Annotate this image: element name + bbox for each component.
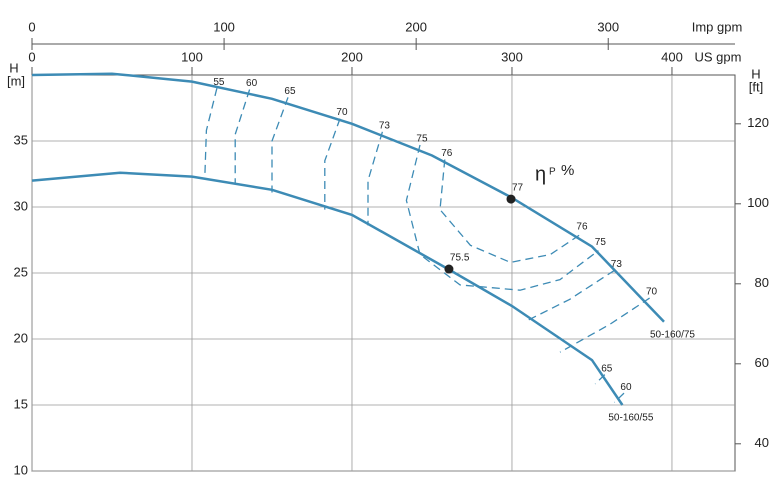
x2-tick-label: 200 xyxy=(405,19,427,34)
x-tick-label: 200 xyxy=(341,49,363,64)
efficiency-contour xyxy=(271,97,289,193)
contour-label: 55 xyxy=(213,77,225,88)
x2-axis-label: Imp gpm xyxy=(692,19,743,34)
y2-tick-label: 100 xyxy=(747,195,769,210)
contour-label: 76 xyxy=(441,148,453,159)
x-tick-label: 100 xyxy=(181,49,203,64)
contour-label: 70 xyxy=(646,287,658,298)
efficiency-contour xyxy=(324,118,341,210)
x-tick-label: 300 xyxy=(501,49,523,64)
curve-label: 50-160/75 xyxy=(650,329,695,340)
y-axis-label: H xyxy=(9,60,18,75)
y-axis-unit: [m] xyxy=(7,73,25,88)
efficiency-contour xyxy=(234,89,251,184)
x2-tick-label: 0 xyxy=(28,19,35,34)
y2-tick-label: 80 xyxy=(755,275,769,290)
contour-label: 76 xyxy=(576,221,588,232)
efficiency-symbol: η xyxy=(535,163,546,185)
y-tick-label: 25 xyxy=(14,264,28,279)
y-tick-label: 35 xyxy=(14,132,28,147)
x-tick-label: 0 xyxy=(28,49,35,64)
contour-label: 60 xyxy=(620,382,632,393)
x2-tick-label: 100 xyxy=(213,19,235,34)
y-tick-label: 20 xyxy=(14,330,28,345)
y2-axis-label: H xyxy=(751,66,760,81)
efficiency-contour xyxy=(405,144,599,291)
contour-label: 73 xyxy=(379,120,391,131)
curve-label: 50-160/55 xyxy=(608,413,653,424)
efficiency-contour xyxy=(204,88,218,179)
y2-tick-label: 120 xyxy=(747,115,769,130)
y-tick-label: 15 xyxy=(14,396,28,411)
x2-tick-label: 300 xyxy=(597,19,619,34)
y-tick-label: 10 xyxy=(14,462,28,477)
x-tick-label: 400 xyxy=(661,49,683,64)
contour-label: 70 xyxy=(336,107,348,118)
contour-label: 75 xyxy=(595,237,607,248)
y2-tick-label: 40 xyxy=(755,435,769,450)
x-axis-label: US gpm xyxy=(695,49,742,64)
y2-tick-label: 60 xyxy=(755,355,769,370)
efficiency-contour xyxy=(367,131,384,226)
contour-label: 75 xyxy=(416,134,428,145)
efficiency-contour xyxy=(559,297,650,353)
bep-label: 75.5 xyxy=(450,253,470,264)
bep-label: 77 xyxy=(512,183,524,194)
y-tick-label: 30 xyxy=(14,198,28,213)
pump-curve xyxy=(31,171,624,406)
bep-point xyxy=(444,264,454,274)
efficiency-contour xyxy=(613,392,625,403)
efficiency-subscript: P xyxy=(549,167,556,178)
contour-label: 65 xyxy=(284,86,296,97)
efficiency-contour xyxy=(524,269,615,323)
contour-label: 73 xyxy=(611,259,623,270)
efficiency-unit: % xyxy=(561,162,574,179)
y2-axis-unit: [ft] xyxy=(749,79,763,94)
pump-curve xyxy=(31,72,665,323)
contour-label: 60 xyxy=(246,78,258,89)
contour-label: 65 xyxy=(601,363,613,374)
bep-point xyxy=(506,194,516,204)
efficiency-contour xyxy=(439,159,581,264)
